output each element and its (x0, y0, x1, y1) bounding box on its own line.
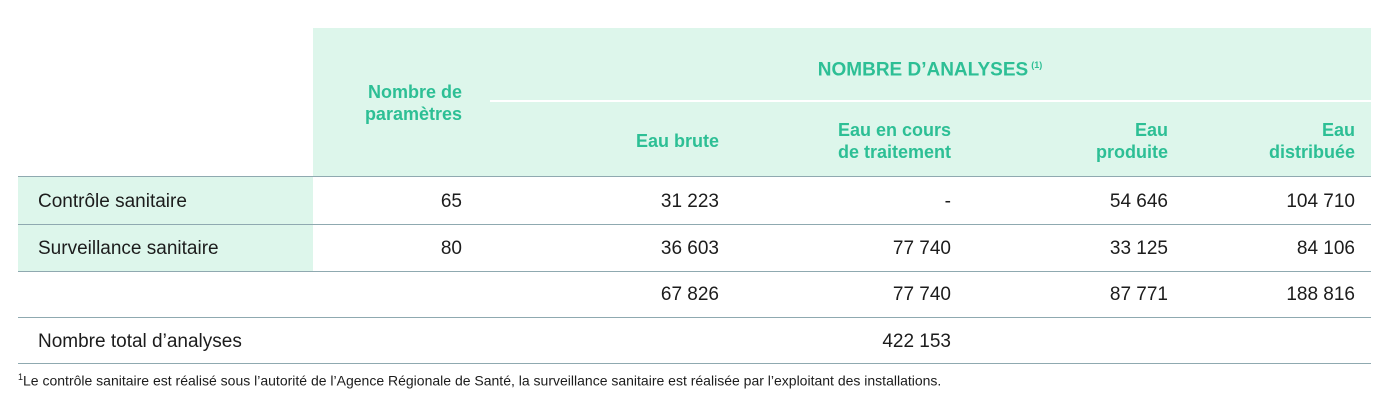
cell-eau-brute: 36 603 (660, 238, 719, 259)
row-rule (18, 176, 1371, 177)
group-header-note: (1) (1031, 60, 1043, 70)
total-label: Nombre total d’analyses (38, 331, 242, 352)
header-line: produite (1096, 142, 1168, 162)
header-line: distribuée (1268, 142, 1355, 162)
cell-eau-distribuee: 188 816 (1286, 284, 1355, 305)
header-nombre-parametres: Nombre de paramètres (313, 81, 462, 125)
row-rule (18, 317, 1371, 318)
footnote-marker: 1 (18, 372, 24, 382)
header-line: Eau (1134, 120, 1168, 140)
header-eau-produite: Eau produite (950, 119, 1168, 163)
cell-params: 65 (440, 191, 462, 212)
header-eau-en-cours: Eau en cours de traitement (720, 119, 951, 163)
cell-eau-brute: 31 223 (660, 191, 719, 212)
header-background (313, 28, 1371, 176)
group-header-title: NOMBRE D’ANALYSES (817, 59, 1029, 81)
header-line: Nombre de (367, 82, 462, 102)
row-label: Surveillance sanitaire (38, 238, 219, 259)
row-rule (18, 271, 1371, 272)
group-header-divider (490, 100, 1371, 102)
row-label: Contrôle sanitaire (38, 191, 187, 212)
header-line: de traitement (837, 142, 951, 162)
total-value: 422 153 (882, 331, 951, 352)
row-rule (18, 224, 1371, 225)
cell-eau-en-cours: 77 740 (892, 284, 951, 305)
cell-eau-en-cours: 77 740 (892, 238, 951, 259)
cell-eau-en-cours: - (944, 191, 951, 212)
header-line: paramètres (364, 104, 462, 124)
cell-eau-produite: 87 771 (1109, 284, 1168, 305)
header-line: Eau (1321, 120, 1355, 140)
header-eau-distribuee: Eau distribuée (1170, 119, 1355, 163)
header-line: Eau en cours (837, 120, 951, 140)
header-eau-brute: Eau brute (520, 130, 719, 152)
row-label-background (18, 176, 313, 271)
group-header: NOMBRE D’ANALYSES (1) (490, 54, 1370, 81)
cell-eau-produite: 54 646 (1109, 191, 1168, 212)
row-rule (18, 363, 1371, 364)
cell-eau-brute: 67 826 (660, 284, 719, 305)
cell-eau-distribuee: 84 106 (1296, 238, 1355, 259)
footnote: 1Le contrôle sanitaire est réalisé sous … (18, 368, 1378, 390)
cell-params: 80 (440, 238, 462, 259)
cell-eau-produite: 33 125 (1109, 238, 1168, 259)
header-line: Eau brute (635, 131, 719, 151)
cell-eau-distribuee: 104 710 (1286, 191, 1355, 212)
footnote-text: Le contrôle sanitaire est réalisé sous l… (23, 372, 942, 389)
